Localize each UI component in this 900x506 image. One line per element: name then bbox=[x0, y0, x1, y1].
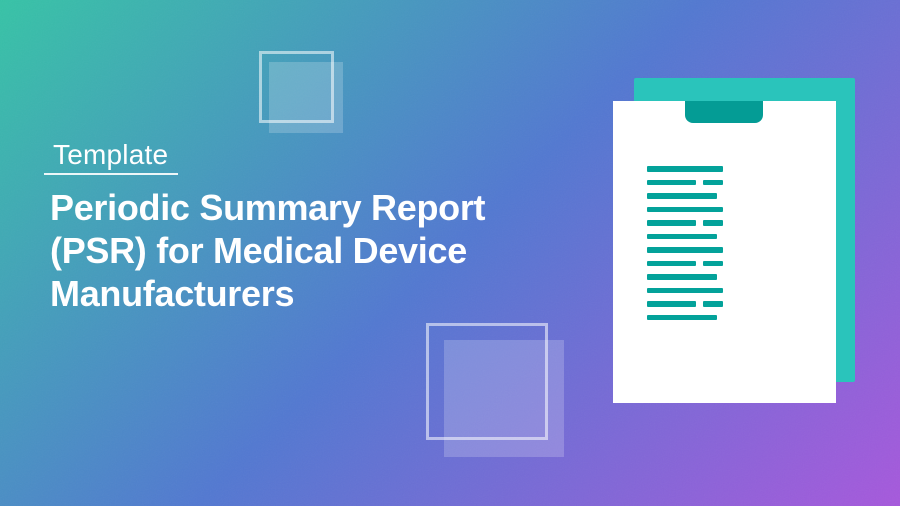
decor-square-outline-bottom bbox=[426, 323, 548, 440]
doc-line bbox=[647, 166, 723, 172]
doc-line bbox=[647, 193, 717, 199]
doc-line bbox=[647, 260, 723, 266]
doc-line-segment bbox=[647, 301, 696, 307]
template-badge: Template bbox=[44, 140, 179, 175]
doc-line-segment bbox=[703, 179, 723, 185]
doc-line-segment bbox=[647, 179, 696, 185]
doc-line-group bbox=[647, 287, 723, 320]
doc-line bbox=[647, 206, 723, 212]
doc-line-group bbox=[647, 206, 723, 239]
doc-line bbox=[647, 220, 723, 226]
doc-line bbox=[647, 179, 723, 185]
doc-line-segment bbox=[703, 260, 723, 266]
decor-square-fill-top bbox=[269, 62, 343, 133]
decor-square-fill-bottom bbox=[444, 340, 564, 457]
doc-line bbox=[647, 274, 717, 280]
doc-line-group bbox=[647, 166, 723, 199]
doc-line bbox=[647, 287, 723, 293]
title-line-1: Periodic Summary Report bbox=[50, 187, 486, 228]
doc-line bbox=[647, 314, 717, 320]
decor-square-outline-top bbox=[259, 51, 334, 123]
page-title: Periodic Summary Report (PSR) for Medica… bbox=[50, 186, 486, 315]
doc-line bbox=[647, 301, 723, 307]
clipboard-clip bbox=[685, 101, 763, 123]
doc-line-segment bbox=[647, 260, 696, 266]
doc-line-segment bbox=[647, 220, 696, 226]
doc-line-group bbox=[647, 247, 723, 280]
clipboard-board bbox=[634, 78, 855, 382]
doc-line bbox=[647, 247, 723, 253]
title-line-2: (PSR) for Medical Device bbox=[50, 230, 467, 271]
title-line-3: Manufacturers bbox=[50, 273, 295, 314]
doc-line-segment bbox=[703, 301, 723, 307]
doc-line bbox=[647, 233, 717, 239]
doc-line-segment bbox=[703, 220, 723, 226]
clipboard-paper bbox=[613, 101, 836, 403]
doc-lines bbox=[647, 166, 723, 328]
